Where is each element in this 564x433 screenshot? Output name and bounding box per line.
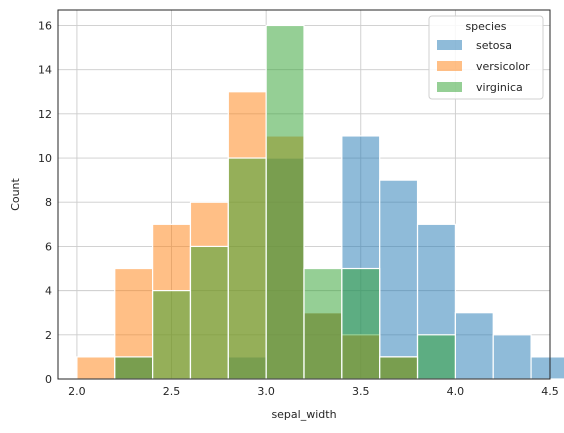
- bar-virginica: [341, 267, 381, 380]
- y-tick-label: 10: [38, 152, 52, 165]
- bar-setosa: [492, 334, 532, 380]
- x-tick-label: 4.0: [447, 385, 465, 398]
- y-tick-label: 14: [38, 64, 52, 77]
- bar-versicolor: [76, 356, 116, 380]
- legend-swatch-virginica: [437, 82, 462, 92]
- bar-virginica: [416, 334, 456, 380]
- y-tick-label: 0: [45, 373, 52, 386]
- x-tick-label: 2.0: [68, 385, 86, 398]
- bar-virginica: [114, 356, 154, 380]
- y-tick-label: 6: [45, 240, 52, 253]
- legend-swatch-versicolor: [437, 61, 462, 71]
- x-tick-label: 3.5: [352, 385, 370, 398]
- y-tick-label: 4: [45, 285, 52, 298]
- bar-virginica: [303, 267, 343, 380]
- axes: 2.0 2.5 3.0 3.5 4.0 4.5 0 2 4 6 8 10 12 14 16 sepal_wid…: [9, 9, 559, 421]
- y-tick-label: 16: [38, 19, 52, 32]
- bar-setosa: [379, 179, 419, 380]
- y-tick-label: 2: [45, 329, 52, 342]
- bar-virginica: [189, 245, 229, 380]
- y-tick-label: 12: [38, 108, 52, 121]
- bar-setosa: [530, 356, 564, 380]
- bar-virginica: [379, 356, 419, 380]
- legend-swatch-setosa: [437, 40, 462, 50]
- x-tick-label: 4.5: [541, 385, 559, 398]
- y-axis-label: Count: [9, 177, 22, 210]
- legend: species setosa versicolor virginica: [428, 15, 544, 100]
- histogram-bars: [76, 24, 564, 380]
- legend-box: [428, 15, 544, 100]
- legend-label-setosa: setosa: [476, 39, 512, 52]
- x-tick-label: 3.0: [257, 385, 275, 398]
- axes-frame: [57, 9, 551, 380]
- legend-label-versicolor: versicolor: [476, 60, 530, 73]
- bar-virginica: [227, 157, 267, 380]
- bar-setosa: [454, 312, 494, 380]
- legend-label-virginica: virginica: [476, 81, 523, 94]
- bar-virginica: [265, 24, 305, 380]
- legend-title: species: [465, 20, 506, 33]
- bar-virginica: [152, 290, 192, 380]
- x-tick-label: 2.5: [163, 385, 181, 398]
- x-axis-label: sepal_width: [271, 408, 336, 421]
- y-tick-label: 8: [45, 196, 52, 209]
